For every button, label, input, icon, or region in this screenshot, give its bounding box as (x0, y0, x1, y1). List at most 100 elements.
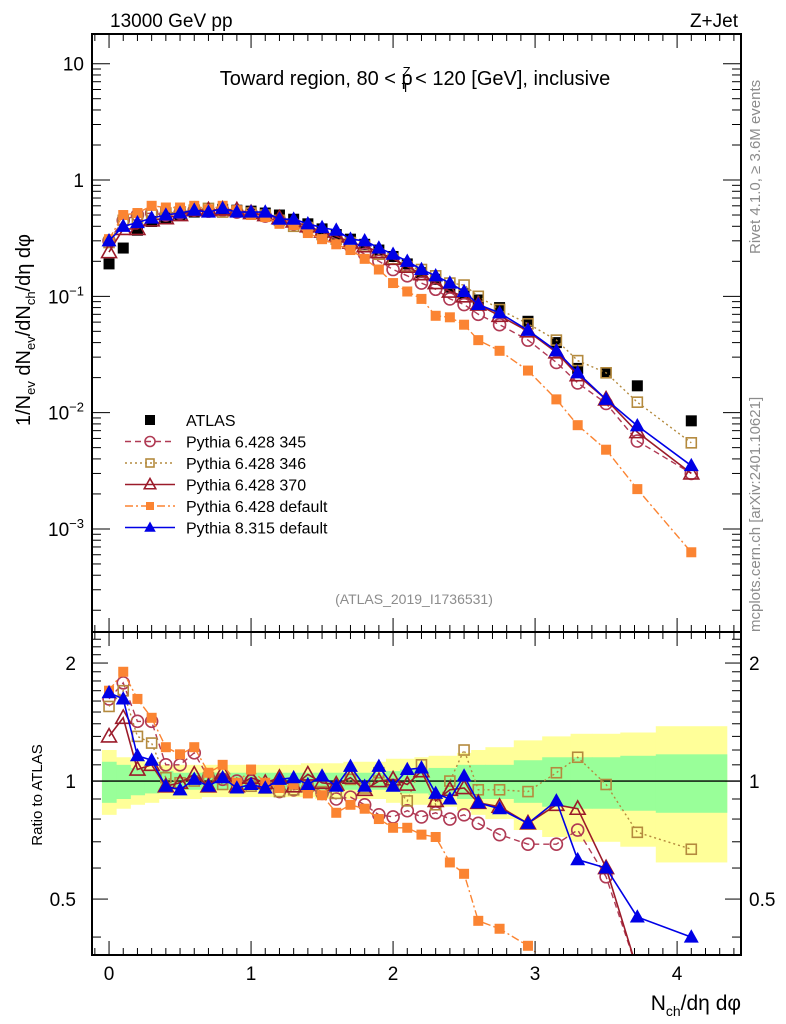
main-point-pythia-6-428-default (302, 228, 313, 239)
analysis-id: (ATLAS_2019_I1736531) (335, 591, 493, 607)
uncertainty-band-inner (620, 755, 657, 811)
legend-marker (145, 415, 155, 425)
ratio-point-pythia-6-428-default (551, 965, 561, 975)
ratio-point-pythia-6-428-345 (492, 827, 507, 842)
main-point-pythia-8-315-default (548, 343, 564, 357)
ratio-point-pythia-8-315-default (229, 780, 245, 794)
ratio-point-pythia-6-428-default (459, 868, 470, 879)
main-point-pythia-6-428-370 (682, 464, 701, 480)
x-axis-label: Nch/dη dφ (651, 992, 741, 1019)
x-tick-label: 1 (246, 964, 257, 985)
main-point-pythia-6-428-345 (443, 292, 457, 306)
ratio-point-pythia-6-428-345 (159, 758, 173, 772)
ratio-point-pythia-6-428-346 (401, 795, 414, 807)
legend-label: Pythia 6.428 default (186, 499, 328, 516)
main-point-pythia-8-315-default (115, 218, 131, 232)
main-point-pythia-6-428-default (430, 310, 441, 321)
main-point-atlas (550, 337, 562, 349)
ratio-point-pythia-8-315-default (186, 771, 202, 785)
title-sup: Z (403, 64, 411, 79)
ratio-point-pythia-8-315-default (371, 758, 387, 772)
ratio-series-pythia-8-315-default (101, 684, 699, 943)
main-point-atlas (117, 242, 129, 254)
ylabel-p5: ch (23, 291, 38, 305)
y-tick-label: 10−1 (48, 283, 84, 308)
main-point-atlas (685, 415, 697, 427)
tick-base: 10 (48, 404, 69, 425)
ratio-point-pythia-6-428-345 (457, 808, 471, 822)
labels: 13000 GeV pp Z+Jet Rivet 4.1.0, ≥ 3.6M e… (13, 11, 764, 1019)
main-point-pythia-6-428-default (359, 253, 370, 264)
main-series-pythia-8-315-default (101, 200, 699, 472)
ratio-point-pythia-6-428-default (146, 712, 157, 723)
ratio-line-pythia-6-428-346 (108, 689, 692, 850)
ratio-point-pythia-8-315-default (328, 778, 344, 792)
main-point-pythia-6-428-346 (685, 437, 698, 449)
ylabel-p3: ev (23, 336, 38, 350)
title-sub: T (402, 80, 410, 95)
ratio-point-pythia-8-315-default (385, 778, 401, 792)
main-series-pythia-6-428-346 (103, 202, 698, 449)
ratio-point-pythia-6-428-default (416, 829, 427, 840)
ratio-point-pythia-6-428-default (430, 831, 441, 842)
main-point-pythia-8-315-default (243, 204, 259, 218)
ratio-panel (92, 666, 741, 991)
uncertainty-band-inner (101, 761, 117, 803)
ratio-point-pythia-6-428-default (373, 814, 384, 825)
ratio-point-pythia-6-428-345 (549, 837, 564, 852)
ratio-line-pythia-6-428-default (108, 670, 540, 955)
ratio-point-pythia-6-428-345 (570, 823, 585, 837)
main-point-pythia-8-315-default (286, 211, 302, 225)
main-point-pythia-6-428-default (494, 345, 505, 356)
main-point-pythia-6-428-default (146, 200, 157, 211)
ratio-point-pythia-8-315-default (257, 780, 273, 794)
ratio-point-pythia-6-428-370 (630, 962, 645, 975)
main-point-pythia-8-315-default (492, 305, 508, 319)
ratio-point-pythia-8-315-default (314, 768, 330, 782)
ratio-point-pythia-8-315-default (520, 815, 536, 829)
ratio-point-pythia-6-428-default (189, 742, 200, 753)
ratio-point-pythia-6-428-370 (684, 978, 699, 991)
ratio-y-label: Ratio to ATLAS (29, 744, 46, 845)
ratio-point-pythia-6-428-345 (443, 812, 457, 826)
ratio-point-pythia-8-315-default (413, 760, 429, 774)
legend-entry-pythia-8-315-default: Pythia 8.315 default (125, 521, 328, 538)
ratio-point-pythia-8-315-default (683, 929, 699, 943)
ratio-point-pythia-6-428-345 (130, 714, 145, 729)
ratio-point-pythia-8-315-default (200, 778, 216, 792)
title-pre: Toward region, 80 < p (220, 68, 413, 90)
main-point-pythia-6-428-370 (426, 273, 445, 290)
main-point-pythia-6-428-345 (386, 262, 400, 277)
main-line-pythia-6-428-default (108, 205, 692, 553)
main-point-pythia-8-315-default (186, 202, 202, 216)
main-point-pythia-8-315-default (399, 253, 415, 267)
legend-entry-pythia-6-428-346: Pythia 6.428 346 (125, 456, 306, 473)
ratio-point-pythia-6-428-346 (600, 778, 612, 791)
main-point-pythia-8-315-default (271, 211, 287, 225)
tick-exponent: −1 (69, 283, 84, 298)
main-point-pythia-8-315-default (456, 283, 472, 298)
ratio-point-pythia-6-428-default (473, 915, 484, 926)
main-point-pythia-8-315-default (598, 391, 614, 405)
ratio-point-pythia-6-428-345 (521, 837, 535, 852)
main-point-pythia-8-315-default (200, 204, 216, 218)
ratio-point-pythia-6-428-346 (522, 785, 534, 798)
ratio-point-pythia-6-428-370 (426, 791, 445, 808)
xlabel-p0: N (651, 992, 666, 1015)
ratio-series-pythia-6-428-default (104, 666, 561, 975)
legend-marker (142, 476, 158, 490)
ratio-point-pythia-6-428-345 (329, 792, 344, 806)
tick-exponent: −2 (69, 400, 84, 415)
tick-base: 10 (48, 287, 69, 308)
ylabel-p2: dN (13, 350, 35, 381)
main-point-pythia-6-428-346 (631, 396, 644, 408)
ratio-y-tick-label: 1 (65, 772, 76, 793)
main-point-pythia-8-315-default (342, 231, 358, 245)
x-tick-label: 4 (672, 964, 683, 985)
main-point-atlas (631, 380, 643, 392)
legend-entry-pythia-6-428-370: Pythia 6.428 370 (125, 476, 306, 495)
main-point-pythia-8-315-default (357, 233, 373, 247)
main-point-pythia-6-428-default (686, 547, 697, 558)
ratio-point-pythia-6-428-346 (631, 826, 644, 839)
uncertainty-band-inner (485, 764, 515, 799)
